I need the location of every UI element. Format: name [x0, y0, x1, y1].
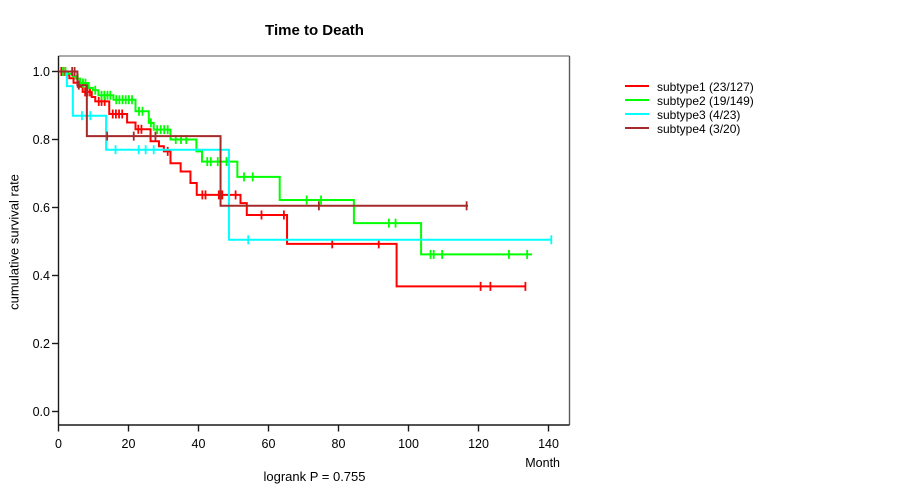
x-tick-label: 60: [262, 437, 276, 451]
legend: subtype1 (23/127) subtype2 (19/149) subt…: [625, 80, 754, 136]
legend-item-subtype1: subtype1 (23/127): [625, 80, 754, 94]
y-tick-label: 1.0: [33, 65, 50, 79]
survival-curve-subtype4: [58, 67, 468, 211]
y-tick-label: 0.4: [33, 269, 50, 283]
x-tick-label: 120: [468, 437, 489, 451]
survival-curve-subtype2: [58, 67, 533, 259]
legend-label-subtype3: subtype3 (4/23): [657, 108, 741, 122]
logrank-p-value: logrank P = 0.755: [263, 469, 366, 484]
x-tick-label: 80: [332, 437, 346, 451]
legend-item-subtype4: subtype4 (3/20): [625, 122, 754, 136]
chart-title: Time to Death: [265, 22, 364, 39]
x-tick-label: 20: [122, 437, 136, 451]
y-tick-label: 0.6: [33, 201, 50, 215]
x-tick-label: 40: [192, 437, 206, 451]
legend-item-subtype3: subtype3 (4/23): [625, 108, 754, 122]
x-axis-label: Month: [525, 456, 560, 470]
legend-label-subtype1: subtype1 (23/127): [657, 80, 754, 94]
legend-line-swatch-subtype1: [625, 85, 649, 87]
legend-line-swatch-subtype2: [625, 99, 649, 101]
legend-line-swatch-subtype3: [625, 113, 649, 115]
legend-item-subtype2: subtype2 (19/149): [625, 94, 754, 108]
x-tick-label: 140: [538, 437, 559, 451]
x-tick-label: 100: [398, 437, 419, 451]
legend-line-swatch-subtype4: [625, 127, 649, 129]
survival-curve-subtype3: [58, 70, 553, 245]
km-step-line: [58, 70, 468, 207]
legend-label-subtype4: subtype4 (3/20): [657, 122, 741, 136]
legend-label-subtype2: subtype2 (19/149): [657, 94, 754, 108]
y-tick-label: 0.2: [33, 337, 50, 351]
y-tick-label: 0.0: [33, 405, 50, 419]
y-tick-label: 0.8: [33, 133, 50, 147]
x-tick-label: 0: [55, 437, 62, 451]
